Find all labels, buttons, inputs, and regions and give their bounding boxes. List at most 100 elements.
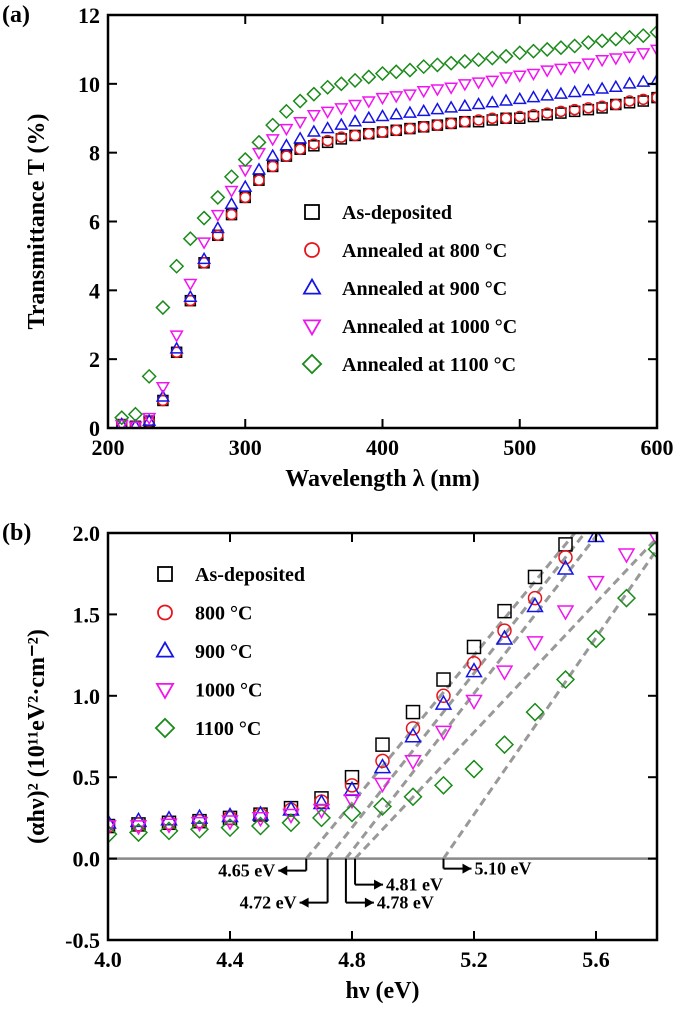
marker	[558, 550, 573, 565]
marker	[375, 92, 390, 106]
marker	[464, 759, 484, 779]
marker	[251, 811, 270, 828]
marker	[155, 299, 171, 316]
marker	[497, 623, 512, 638]
marker	[512, 70, 527, 83]
marker	[498, 48, 514, 64]
marker	[622, 76, 637, 89]
legend-marker	[304, 242, 320, 258]
marker	[196, 210, 212, 226]
marker	[306, 124, 321, 137]
marker	[389, 107, 404, 120]
legend-label: Annealed at 800 °C	[342, 240, 507, 262]
marker	[189, 819, 210, 839]
x-axis-label: hν (eV)	[345, 978, 419, 1004]
ann-label: 4.72 eV	[240, 893, 297, 913]
legend-label: Annealed at 1100 °C	[342, 354, 516, 376]
legend-label: Annealed at 1000 °C	[342, 316, 517, 338]
marker	[224, 196, 239, 210]
marker	[495, 629, 514, 645]
legend-label: 800 °C	[195, 603, 252, 625]
marker	[114, 410, 130, 426]
y-tick-label: 1.5	[73, 602, 101, 627]
y-axis-label: Transmittance T (%)	[24, 114, 50, 330]
marker	[621, 29, 638, 45]
marker	[405, 704, 421, 720]
legend-label: Annealed at 900 °C	[342, 278, 507, 300]
marker	[567, 38, 583, 54]
marker	[281, 813, 301, 833]
marker	[405, 721, 421, 736]
marker	[486, 112, 499, 124]
y-tick-label: 2	[89, 347, 100, 372]
marker	[616, 588, 637, 608]
y-tick-label: 12	[78, 3, 100, 28]
y-axis-label: (αhν)² (10¹¹eV²·cm⁻²)	[24, 629, 50, 844]
marker	[321, 134, 334, 147]
x-tick-label: 5.6	[582, 947, 610, 972]
marker	[430, 84, 445, 97]
marker	[445, 117, 457, 130]
marker	[648, 533, 657, 548]
marker	[636, 48, 651, 61]
ann-head	[299, 897, 309, 908]
x-tick-label: 4.0	[94, 947, 122, 972]
marker	[610, 98, 622, 111]
marker	[363, 127, 375, 140]
marker	[210, 189, 226, 205]
marker	[433, 775, 454, 795]
x-tick-label: 5.2	[460, 947, 488, 972]
legend-marker	[157, 604, 173, 621]
marker	[375, 109, 390, 122]
marker	[527, 590, 543, 606]
marker	[635, 28, 651, 44]
marker	[129, 811, 148, 828]
marker	[526, 596, 544, 613]
marker	[320, 79, 336, 95]
marker	[416, 103, 431, 117]
marker	[444, 82, 459, 95]
marker	[417, 121, 430, 133]
legend-label: 1000 °C	[195, 680, 262, 702]
ann-label: 4.78 eV	[377, 893, 434, 913]
marker	[595, 54, 610, 68]
marker	[293, 116, 308, 130]
marker	[237, 151, 253, 168]
marker	[224, 185, 239, 199]
marker	[265, 134, 280, 147]
marker	[348, 114, 363, 127]
marker	[130, 418, 141, 428]
marker	[311, 808, 332, 828]
marker	[250, 816, 271, 836]
panel-label: (a)	[2, 2, 30, 28]
marker	[210, 220, 225, 234]
marker	[514, 110, 526, 123]
marker	[293, 131, 308, 144]
marker	[314, 794, 329, 809]
marker	[183, 278, 198, 291]
marker	[526, 68, 541, 82]
fit-line	[442, 546, 657, 860]
marker	[430, 102, 445, 115]
marker	[436, 672, 451, 687]
marker	[457, 53, 473, 70]
marker	[485, 75, 500, 88]
y-tick-label: 6	[89, 210, 100, 235]
x-tick-label: 300	[229, 435, 262, 460]
marker	[114, 419, 129, 428]
marker	[647, 539, 657, 559]
marker	[494, 735, 515, 755]
fit-line	[353, 535, 657, 860]
x-tick-label: 4.8	[338, 947, 366, 972]
marker	[212, 229, 224, 242]
marker	[556, 605, 575, 621]
marker	[404, 122, 416, 135]
marker	[159, 821, 179, 841]
legend-marker	[302, 319, 322, 337]
y-tick-label: 10	[78, 72, 100, 97]
marker	[465, 662, 483, 678]
marker	[183, 289, 198, 302]
marker	[320, 106, 335, 119]
marker	[485, 95, 500, 108]
